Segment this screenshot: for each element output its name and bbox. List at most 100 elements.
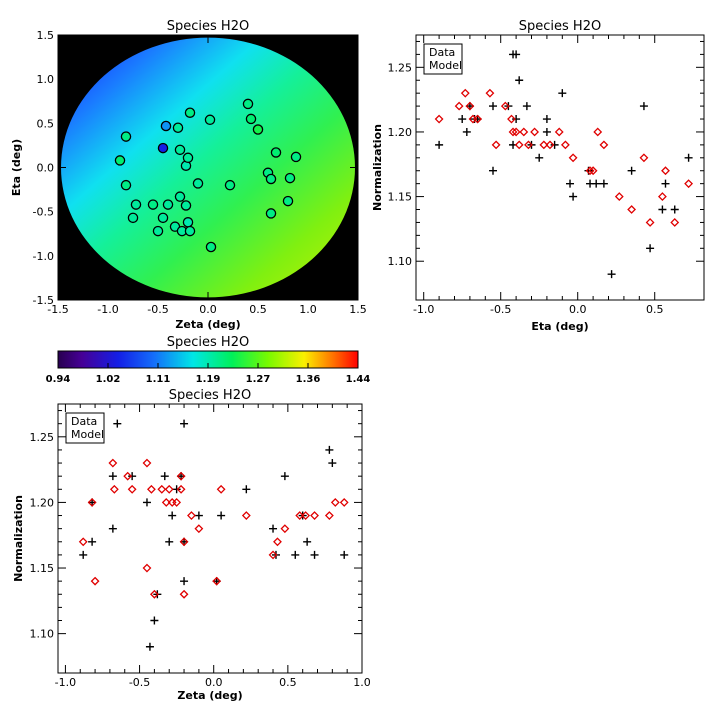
eta_norm-data-point [542,115,551,124]
zeta_norm-title: Species H2O [169,388,251,403]
eta_norm-data-point [569,192,578,201]
zeta_norm-model-point [324,511,334,520]
eta_norm-legend-model: Model [429,59,462,72]
eta_norm-data-point [435,140,444,149]
zeta_norm-y-tick-label: 1.15 [30,562,55,575]
zeta_norm-model-point [161,497,171,507]
eta_norm-model-point [485,88,495,98]
eta_norm-model-point [645,218,655,227]
eta_norm-data-point [462,127,471,136]
eta_norm-data-point [627,166,636,175]
map-point [252,124,264,135]
zeta_norm-model-point [149,589,159,599]
zeta_norm-model-point [78,537,88,547]
eta_norm-y-tick-label: 1.15 [388,191,413,204]
map-x-tick-label: 1.5 [349,303,367,316]
map-point [192,178,204,189]
eta_norm-model-point [588,166,598,176]
zeta_norm-data-point [108,472,117,481]
zeta_norm-model-point [108,458,118,468]
eta_norm-x-tick-label: 0.0 [569,303,587,316]
map-x-tick-label: 0.0 [199,303,217,316]
eta_norm-model-point [614,192,624,202]
eta_norm-model-point [454,101,464,111]
eta_norm-x-label: Eta (deg) [531,320,588,333]
zeta_norm-data-point [291,550,300,559]
zeta_norm-data-point [280,472,289,481]
map-y-tick-label: 1.5 [37,29,55,42]
map-point [174,191,186,202]
zeta_norm-frame [57,403,363,674]
map-point [182,152,194,164]
eta_norm-y-tick-label: 1.10 [388,255,413,268]
zeta_norm-model-point [280,524,290,534]
eta_norm-model-point [545,140,555,150]
map-point [130,199,142,210]
zeta_norm-x-label: Zeta (deg) [177,689,242,702]
map-y-tick-label: 1.0 [37,73,55,86]
zeta_norm-x-tick-label: 0.5 [279,676,297,689]
eta_norm-x-tick-label: -0.5 [490,303,511,316]
map-x-tick-label: -0.5 [147,303,168,316]
zeta_norm-data-point [217,511,226,520]
map-point [245,113,257,125]
eta_norm-data-point [684,153,693,162]
zeta_norm-data-point [168,511,177,520]
zeta_norm-data-point [180,419,189,428]
zeta_norm-data-point [328,459,337,468]
eta_norm-data-point [566,179,575,188]
eta_norm-data-point [515,76,524,85]
zeta_norm-data-point [113,419,122,428]
eta_norm-model-point [465,101,475,111]
map-y-tick-label: -1.5 [33,294,54,307]
colorbar-tick-label: 1.02 [96,374,121,385]
map-x-tick-label: -1.0 [97,303,118,316]
map-x-tick-label: 1.0 [299,303,317,316]
colorbar-tick-label: 0.94 [46,374,71,385]
zeta_norm-model-point [176,471,186,481]
zeta_norm-model-point [179,589,189,599]
eta_norm-data-point [535,153,544,162]
eta_norm-data-point [522,102,531,111]
eta_norm-data-point [458,115,467,124]
eta_norm-model-point [670,218,680,227]
eta_norm-model-point [507,114,516,124]
eta_norm-data-point [639,102,648,111]
eta_norm-data-point [542,127,551,136]
map-point [290,151,302,163]
zeta_norm-model-point [87,497,97,507]
colorbar-title: Species H2O [167,335,249,350]
map-x-tick-label: 0.5 [249,303,267,316]
map-point [184,225,196,237]
map-point [152,225,164,237]
zeta_norm-y-tick-label: 1.25 [30,431,55,444]
zeta_norm-data-point [88,537,97,546]
zeta_norm-data-point [242,485,251,494]
zeta_norm-model-point [241,511,251,520]
map-point [120,179,132,191]
map-y-label: Eta (deg) [10,139,23,196]
zeta_norm-model-point [127,484,137,494]
zeta_norm-model-point [273,537,282,547]
map-point [120,131,132,142]
map-point [205,241,217,253]
zeta_norm-data-point [172,485,181,494]
map-point [160,120,172,132]
eta_norm-model-point [560,140,570,150]
eta_norm-data-point [512,115,521,124]
eta_norm-model-point [530,127,540,137]
eta_norm-model-point [434,114,444,124]
zeta_norm-data-point [150,616,159,625]
eta_norm-model-point [508,127,518,137]
zeta_norm-model-point [164,484,174,494]
map-point [242,98,254,110]
zeta_norm-model-point [109,484,119,494]
map-point [282,195,294,207]
eta_norm-y-tick-label: 1.25 [388,61,413,74]
map-point [157,212,169,224]
map-point [270,147,282,158]
zeta_norm-model-point [90,576,100,586]
eta_norm-model-point [473,114,483,124]
eta_norm-model-point [639,153,649,163]
map-point [284,172,296,184]
